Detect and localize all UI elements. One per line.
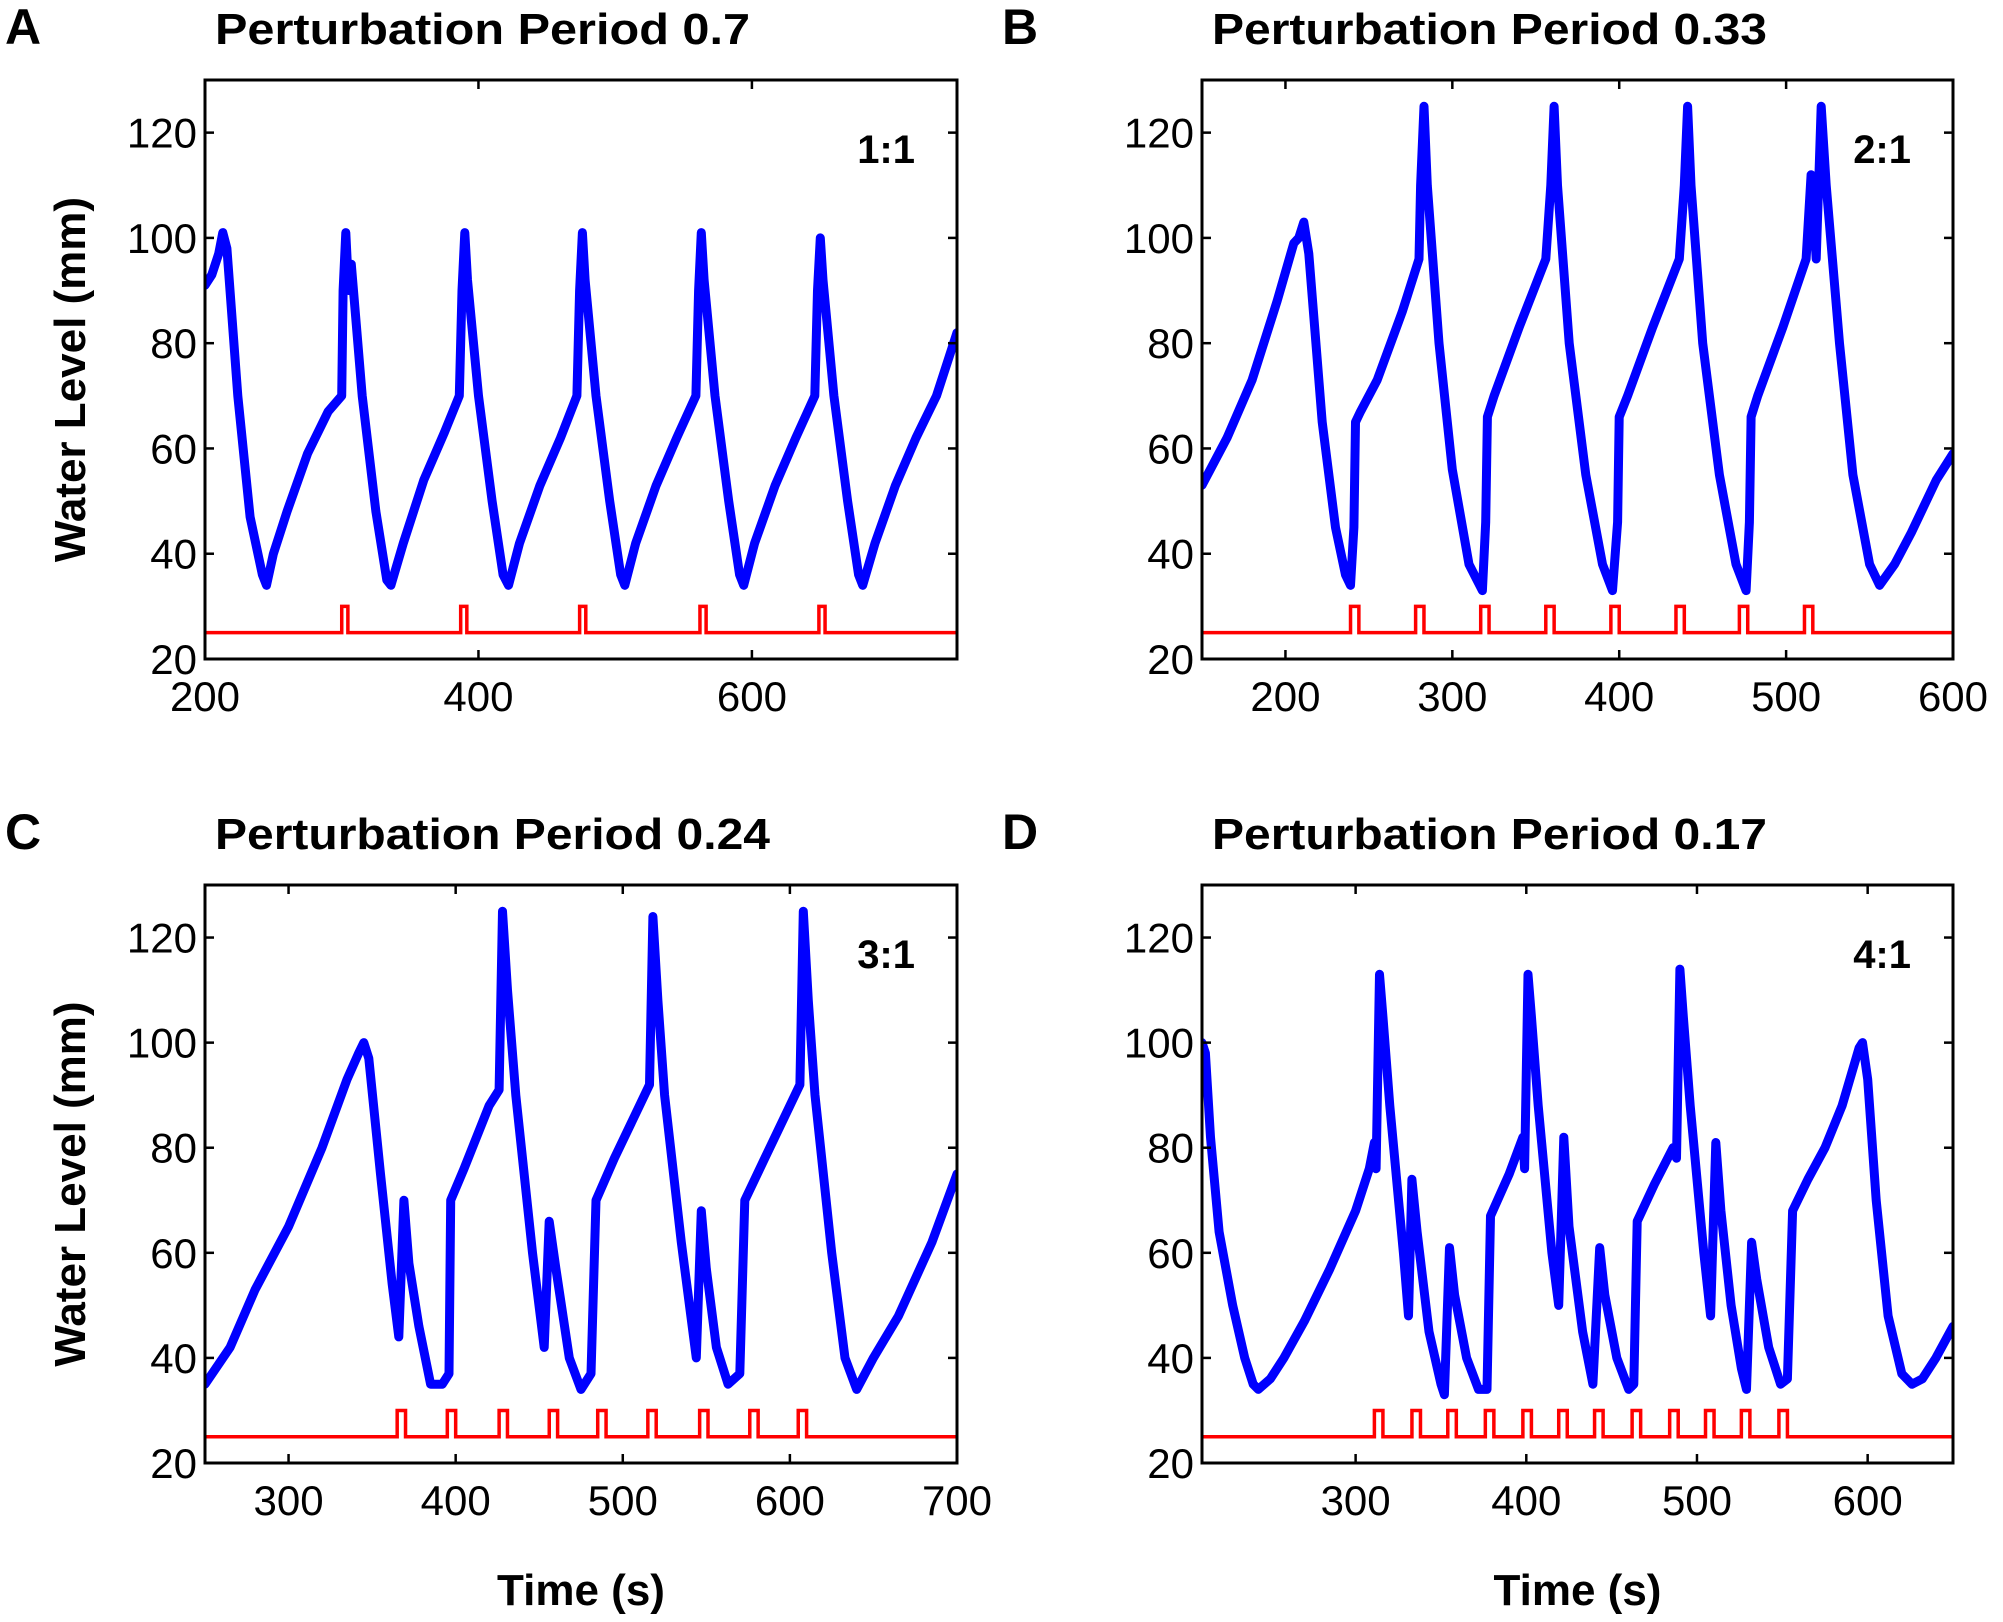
locking-ratio-label: 3:1 [857,933,915,977]
locking-ratio-label: 2:1 [1853,128,1911,172]
x-tick-label: 300 [1417,673,1487,720]
x-tick-label: 500 [588,1477,658,1524]
chart-title: Perturbation Period 0.33 [1212,5,1767,54]
y-tick-label: 40 [150,1335,197,1382]
y-tick-label: 120 [127,110,197,157]
x-tick-label: 600 [1833,1477,1903,1524]
y-axis-label: Water Level (mm) [46,1001,95,1366]
x-axis-label: Time (s) [1494,1566,1662,1615]
y-tick-label: 20 [150,636,197,683]
y-tick-label: 120 [127,915,197,962]
y-tick-label: 60 [150,1230,197,1277]
perturbation-series-line [1202,604,1953,635]
x-tick-label: 500 [1662,1477,1732,1524]
y-tick-label: 60 [1147,1230,1194,1277]
x-tick-label: 400 [443,673,513,720]
x-tick-label: 400 [1491,1477,1561,1524]
locking-ratio-label: 1:1 [857,128,915,172]
y-tick-label: 100 [1124,215,1194,262]
y-tick-label: 60 [1147,425,1194,472]
panel-b: B Perturbation Period 0.33 20 40 60 80 100 120 2… [1002,0,1988,720]
y-tick-label: 120 [1124,915,1194,962]
y-tick-label: 40 [1147,531,1194,578]
x-tick-label: 600 [717,673,787,720]
axes-frame [203,883,959,1465]
water-level-series-line [205,906,957,1394]
x-tick-label: 500 [1751,673,1821,720]
y-tick-label: 40 [1147,1335,1194,1382]
panel-c: C Perturbation Period 0.24 20 40 60 80 100 120 3… [5,804,992,1615]
y-tick-label: 80 [1147,320,1194,367]
panel-letter: A [5,0,41,55]
chart-title: Perturbation Period 0.7 [215,5,750,54]
x-tick-label: 200 [170,673,240,720]
axes-frame [1200,883,1955,1465]
y-tick-label: 80 [1147,1125,1194,1172]
x-tick-label: 400 [421,1477,491,1524]
panel-d: D Perturbation Period 0.17 20 40 60 80 100 120 3… [1002,804,1955,1615]
y-tick-label: 80 [150,1125,197,1172]
panel-letter: B [1002,0,1038,55]
y-tick-label: 80 [150,320,197,367]
y-tick-label: 100 [1124,1020,1194,1067]
x-tick-label: 400 [1584,673,1654,720]
panel-letter: D [1002,804,1038,860]
y-tick-label: 120 [1124,110,1194,157]
y-tick-label: 100 [127,215,197,262]
locking-ratio-label: 4:1 [1853,933,1911,977]
y-tick-label: 40 [150,531,197,578]
water-level-series-line [1202,101,1953,596]
y-tick-label: 100 [127,1020,197,1067]
chart-title: Perturbation Period 0.24 [215,810,771,859]
x-tick-label: 600 [1918,673,1988,720]
perturbation-series-line [1202,1408,1953,1439]
perturbation-series-line [205,1408,957,1439]
x-tick-label: 300 [1321,1477,1391,1524]
panel-letter: C [5,804,41,860]
y-tick-label: 20 [1147,636,1194,683]
perturbation-series-line [205,604,957,635]
water-level-series-line [1202,964,1953,1400]
panel-a: A Perturbation Period 0.7 20 40 60 80 100 120 20… [5,0,959,720]
water-level-series-line [205,228,957,590]
axes-frame [203,78,959,661]
x-axis-label: Time (s) [497,1566,665,1615]
y-tick-label: 20 [150,1440,197,1487]
y-axis-label: Water Level (mm) [46,197,95,562]
y-tick-label: 20 [1147,1440,1194,1487]
axes-frame [1200,78,1955,661]
x-tick-label: 300 [254,1477,324,1524]
y-tick-label: 60 [150,425,197,472]
chart-title: Perturbation Period 0.17 [1212,810,1767,859]
x-tick-label: 200 [1250,673,1320,720]
x-tick-label: 700 [922,1477,992,1524]
x-tick-label: 600 [755,1477,825,1524]
